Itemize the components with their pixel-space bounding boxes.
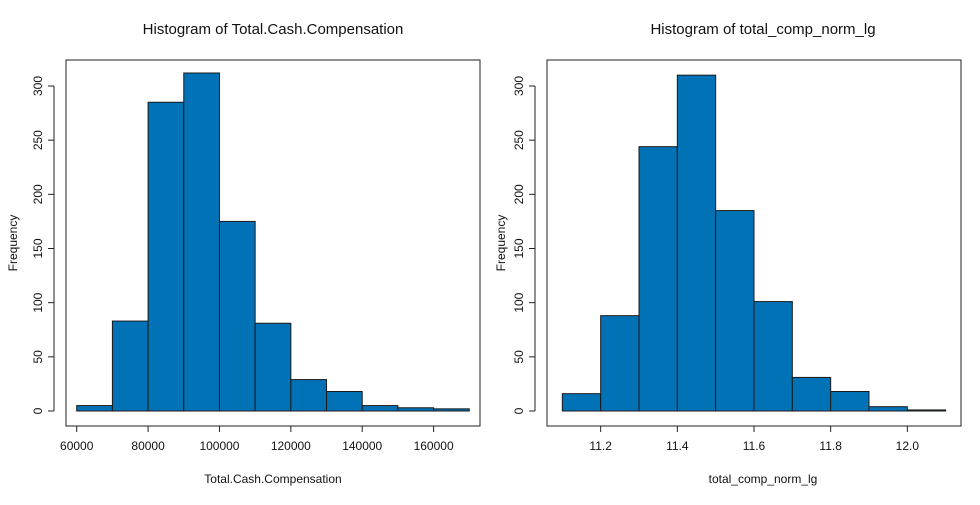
- bars: [76, 72, 470, 412]
- x-tick-label: 140000: [342, 439, 382, 453]
- x-tick-label: 11.8: [819, 439, 842, 453]
- chart-title: Histogram of total_comp_norm_lg: [650, 21, 875, 38]
- y-tick-label: 250: [31, 130, 45, 150]
- y-tick-label: 50: [512, 350, 526, 364]
- histogram-bar: [254, 322, 292, 412]
- y-axis: 0 50 100 150 200 250 300: [512, 76, 536, 414]
- histogram-panel-comp-norm-log: Histogram of total_comp_norm_lg 0 50 100 15…: [494, 21, 962, 486]
- y-tick-label: 300: [31, 76, 45, 96]
- x-tick-label: 80000: [131, 439, 165, 453]
- y-tick-label: 150: [512, 238, 526, 258]
- y-tick-label: 200: [512, 184, 526, 204]
- x-axis: 11.2 11.4 11.6 11.8 12.0: [589, 425, 920, 453]
- x-tick-label: 120000: [271, 439, 311, 453]
- chart-title: Histogram of Total.Cash.Compensation: [143, 21, 404, 38]
- x-tick-label: 12.0: [896, 439, 920, 453]
- y-tick-label: 200: [31, 184, 45, 204]
- histogram-bar: [218, 220, 256, 412]
- x-tick-label: 60000: [60, 439, 94, 453]
- histogram-bar: [76, 405, 113, 412]
- histogram-bar: [830, 391, 870, 412]
- histogram-bar: [111, 320, 149, 412]
- bars: [561, 74, 947, 412]
- histogram-bar: [791, 376, 832, 412]
- y-tick-label: 300: [512, 76, 526, 96]
- histogram-bar: [600, 315, 640, 412]
- y-tick-label: 0: [31, 407, 45, 414]
- x-axis-label: Total.Cash.Compensation: [204, 472, 341, 486]
- x-tick-label: 100000: [199, 439, 239, 453]
- histogram-bar: [147, 101, 185, 412]
- y-tick-label: 100: [31, 292, 45, 312]
- histogram-bar: [290, 379, 328, 412]
- histogram-bar: [183, 72, 220, 412]
- histogram-bar: [638, 146, 678, 412]
- x-axis-label: total_comp_norm_lg: [709, 472, 818, 486]
- histogram-bar: [561, 393, 602, 412]
- histogram-bar: [326, 391, 363, 412]
- y-tick-label: 50: [31, 350, 45, 364]
- x-tick-label: 11.6: [743, 439, 766, 453]
- y-tick-label: 0: [512, 407, 526, 414]
- y-tick-label: 250: [512, 130, 526, 150]
- histogram-panel-cash-compensation: Histogram of Total.Cash.Compensation 0 50…: [6, 21, 481, 486]
- histogram-bar: [753, 301, 793, 412]
- x-tick-label: 11.2: [589, 439, 612, 453]
- x-tick-label: 11.4: [666, 439, 689, 453]
- x-tick-label: 160000: [414, 439, 454, 453]
- histogram-bar: [868, 406, 908, 412]
- histogram-bar: [676, 74, 717, 412]
- y-axis: 0 50 100 150 200 250 300: [31, 76, 55, 414]
- y-axis-label: Frequency: [494, 215, 508, 272]
- histogram-bar: [433, 408, 470, 412]
- histogram-bar: [906, 409, 947, 412]
- histogram-bar: [361, 405, 399, 412]
- y-axis-label: Frequency: [6, 215, 20, 272]
- histogram-bar: [715, 210, 755, 412]
- x-axis: 60000 80000 100000 120000 140000 160000: [60, 425, 454, 453]
- histogram-bar: [397, 407, 435, 412]
- y-tick-label: 100: [512, 292, 526, 312]
- y-tick-label: 150: [31, 238, 45, 258]
